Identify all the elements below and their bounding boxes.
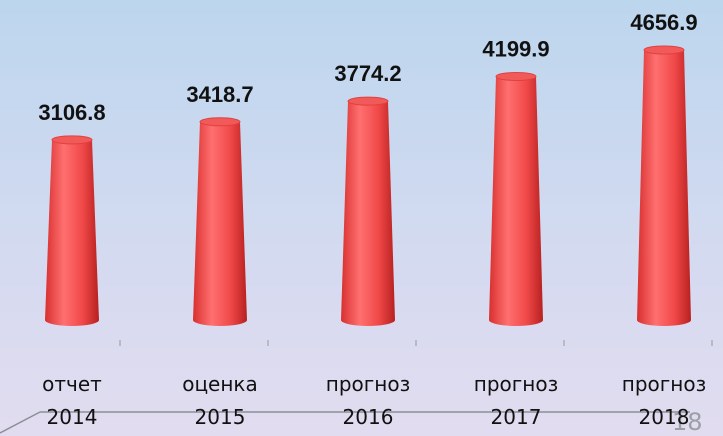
- x-tick-label: отчет 2014: [42, 372, 102, 429]
- bar: [193, 121, 247, 326]
- bar: [489, 76, 543, 326]
- x-tick-label: прогноз 2018: [621, 372, 707, 429]
- bar-top: [495, 71, 537, 81]
- bar-top: [643, 45, 685, 55]
- value-label: 3774.2: [334, 61, 401, 86]
- bar: [45, 139, 99, 326]
- x-tick-label: прогноз 2016: [325, 372, 411, 429]
- value-label: 3418.7: [186, 82, 253, 107]
- x-tick-label: оценка 2015: [182, 372, 258, 429]
- value-label: 4656.9: [630, 10, 697, 35]
- bar-top: [199, 117, 241, 127]
- value-label: 4199.9: [482, 36, 549, 61]
- bar-top: [51, 135, 93, 145]
- bar: [637, 50, 691, 326]
- decor-line: [0, 411, 41, 434]
- value-label: 3106.8: [38, 100, 105, 125]
- x-tick-label: прогноз 2017: [473, 372, 559, 429]
- page-number: 18: [672, 408, 703, 436]
- bar-top: [347, 96, 389, 106]
- bar: [341, 101, 395, 326]
